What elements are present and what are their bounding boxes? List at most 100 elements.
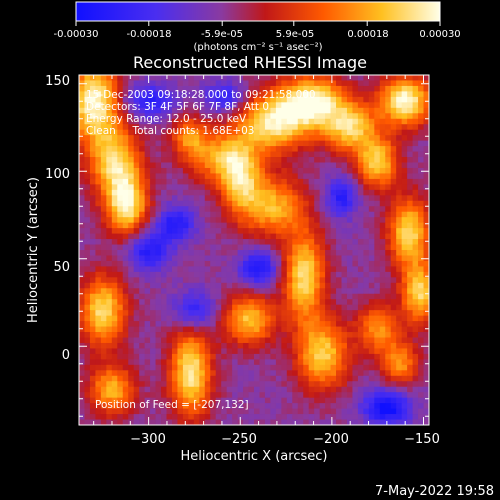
heatmap-cell (314, 326, 321, 333)
heatmap-cell (357, 408, 364, 415)
heatmap-cell (139, 419, 146, 425)
heatmap-cell (171, 118, 178, 125)
heatmap-cell (374, 75, 381, 81)
heatmap-cell (379, 233, 386, 240)
heatmap-cell (117, 282, 124, 289)
heatmap-cell (79, 364, 85, 371)
heatmap-cell (210, 162, 217, 169)
heatmap-cell (171, 271, 178, 278)
heatmap-cell (111, 304, 118, 311)
heatmap-cell (199, 91, 206, 98)
heatmap-cell (155, 211, 162, 218)
heatmap-cell (84, 414, 91, 420)
heatmap-cell (270, 162, 277, 169)
heatmap-cell (226, 375, 233, 382)
heatmap-cell (95, 140, 102, 147)
heatmap-cell (215, 222, 222, 229)
heatmap-cell (232, 359, 238, 366)
heatmap-cell (79, 299, 85, 306)
heatmap-cell (385, 304, 392, 311)
heatmap-cell (341, 211, 348, 218)
heatmap-cell (111, 75, 118, 81)
heatmap-cell (374, 91, 381, 98)
heatmap-cell (303, 244, 310, 251)
heatmap-cell (139, 157, 146, 163)
heatmap-cell (122, 419, 129, 425)
heatmap-cell (133, 419, 140, 425)
heatmap-cell (286, 75, 293, 81)
heatmap-cell (357, 310, 364, 317)
heatmap-cell (210, 271, 217, 278)
heatmap-cell (128, 403, 135, 409)
heatmap-cell (319, 85, 326, 92)
heatmap-cell (150, 353, 156, 360)
heatmap-cell (275, 124, 282, 131)
heatmap-cell (368, 151, 375, 158)
heatmap-cell (270, 277, 277, 284)
heatmap-cell (199, 244, 206, 251)
heatmap-cell (325, 107, 331, 114)
heatmap-cell (396, 370, 403, 377)
heatmap-cell (199, 337, 206, 344)
heatmap-cell (84, 157, 91, 163)
heatmap-cell (336, 359, 342, 366)
heatmap-cell (79, 233, 85, 240)
heatmap-cell (379, 403, 386, 409)
heatmap-cell (161, 200, 167, 207)
heatmap-cell (155, 233, 162, 240)
heatmap-cell (155, 113, 162, 120)
heatmap-cell (352, 271, 359, 278)
heatmap-cell (221, 200, 228, 207)
heatmap-cell (210, 386, 217, 393)
heatmap-cell (188, 167, 195, 174)
heatmap-cell (117, 397, 124, 404)
heatmap-cell (341, 282, 348, 289)
heatmap-cell (363, 250, 370, 256)
heatmap-cell (423, 364, 429, 371)
heatmap-cell (303, 260, 310, 267)
heatmap-cell (346, 244, 353, 251)
heatmap-cell (161, 124, 167, 131)
heatmap-cell (330, 129, 337, 136)
heatmap-cell (314, 271, 321, 278)
heatmap-cell (133, 85, 140, 92)
heatmap-cell (275, 129, 282, 136)
heatmap-cell (155, 310, 162, 317)
heatmap-cell (314, 255, 321, 262)
heatmap-cell (330, 353, 337, 360)
heatmap-cell (341, 342, 348, 349)
heatmap-cell (100, 189, 107, 196)
heatmap-cell (182, 206, 189, 213)
heatmap-cell (297, 419, 304, 425)
heatmap-cell (95, 326, 102, 333)
heatmap-cell (232, 135, 238, 142)
heatmap-cell (352, 239, 359, 245)
heatmap-cell (357, 96, 364, 103)
heatmap-cell (264, 315, 271, 322)
heatmap-cell (171, 282, 178, 289)
heatmap-cell (412, 75, 419, 81)
heatmap-cell (303, 321, 310, 327)
heatmap-cell (330, 277, 337, 284)
heatmap-cell (243, 91, 249, 98)
heatmap-cell (144, 271, 151, 278)
heatmap-cell (352, 200, 359, 207)
heatmap-cell (226, 102, 233, 109)
heatmap-cell (161, 118, 167, 125)
heatmap-cell (423, 75, 429, 81)
heatmap-cell (281, 332, 288, 338)
heatmap-cell (423, 91, 429, 98)
heatmap-cell (117, 200, 124, 207)
heatmap-cell (297, 173, 304, 180)
heatmap-cell (346, 233, 353, 240)
heatmap-cell (117, 151, 124, 158)
heatmap-cell (336, 271, 342, 278)
heatmap-cell (286, 228, 293, 234)
heatmap-cell (401, 162, 408, 169)
heatmap-cell (259, 332, 266, 338)
heatmap-cell (385, 233, 392, 240)
heatmap-cell (79, 288, 85, 295)
heatmap-cell (412, 392, 419, 399)
heatmap-cell (259, 353, 266, 360)
heatmap-cell (297, 124, 304, 131)
